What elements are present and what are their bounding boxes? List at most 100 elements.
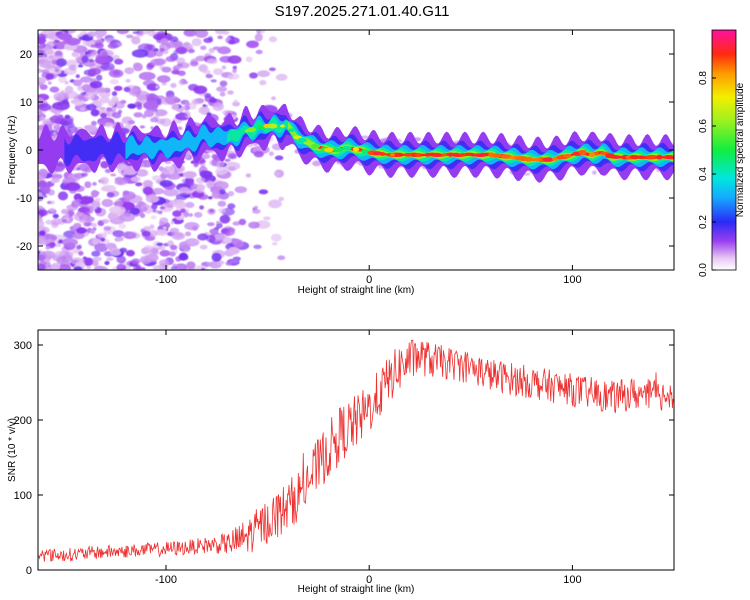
spectrogram-noise-cell — [75, 74, 80, 79]
spectrogram-noise-cell — [47, 81, 52, 85]
spectrogram-noise-cell — [161, 66, 172, 73]
spectrogram-ridge-peak — [361, 149, 369, 154]
spectrogram-noise-cell — [170, 221, 175, 225]
spectrogram-noise-cell — [121, 118, 128, 124]
spectrogram-noise-cell — [94, 42, 104, 49]
spectrogram-noise-cell — [171, 231, 185, 241]
spectrogram-noise-cell — [76, 167, 81, 171]
spectrogram-noise-cell — [219, 214, 231, 224]
spectrogram-noise-cell — [154, 109, 168, 117]
spectrogram-noise-cell — [273, 171, 281, 177]
spectrogram-noise-cell — [120, 99, 127, 104]
spectrogram-noise-cell — [57, 264, 72, 270]
spectrogram-noise-cell — [152, 265, 164, 270]
spectrogram-noise-cell — [161, 81, 167, 86]
spectrogram-noise-cell — [152, 187, 165, 195]
spectrogram-ridge-peak — [636, 155, 647, 159]
spectrogram-noise-cell — [56, 160, 64, 167]
spectrogram-noise-cell — [268, 36, 277, 43]
spectrogram-noise-cell — [215, 167, 229, 175]
spectrogram-noise-cell — [184, 231, 192, 237]
spectrogram-ridge-peak — [524, 156, 534, 162]
spectrogram-noise-cell — [124, 193, 134, 201]
spectrogram-noise-cell — [233, 99, 238, 105]
spectrogram-noise-cell — [176, 57, 186, 64]
spectrogram-noise-cell — [158, 259, 169, 267]
spectrogram-halo-cell — [592, 170, 597, 175]
spectrogram-noise-cell — [217, 200, 227, 207]
spectrogram-noise-cell — [112, 230, 125, 238]
spectrogram-ridge-peak — [379, 152, 386, 156]
spectrogram-noise-cell — [258, 34, 263, 38]
colorbar-tick-label: 0.6 — [698, 119, 709, 133]
spectrogram-noise-cell — [171, 69, 181, 75]
spectrogram-noise-cell — [232, 221, 241, 226]
spectrogram-noise-cell — [139, 267, 146, 270]
spectrogram-noise-cell — [196, 188, 205, 193]
spectrogram-noise-cell — [162, 169, 170, 175]
spectrogram-noise-cell — [210, 79, 217, 83]
spectrogram-halo-cell — [360, 135, 369, 139]
spectrogram-noise-cell — [92, 256, 102, 262]
spectrogram-noise-cell — [194, 211, 203, 218]
spectrogram-noise-cell — [94, 243, 109, 253]
spectrogram-noise-cell — [118, 223, 127, 229]
snr-x-tick-label: 0 — [366, 574, 372, 586]
spectrogram-noise-cell — [105, 242, 117, 250]
spectrogram-noise-cell — [93, 100, 105, 106]
spectrogram-noise-cell — [209, 209, 215, 213]
spectrogram-noise-cell — [228, 166, 236, 172]
spectrogram-noise-cell — [58, 75, 67, 83]
spectrogram-noise-cell — [64, 213, 69, 218]
spectrogram-noise-cell — [151, 203, 158, 210]
spectrogram-noise-cell — [159, 250, 171, 257]
spectrogram-noise-cell — [72, 79, 83, 87]
snr-y-tick-label: 0 — [26, 565, 32, 577]
spectrogram-noise-cell — [95, 39, 104, 44]
spectrogram-x-tick-label: -100 — [155, 274, 177, 286]
spectrogram-noise-cell — [100, 237, 106, 242]
spectrogram-noise-cell — [227, 191, 235, 197]
spectrogram-noise-cell — [154, 210, 160, 214]
spectrogram-noise-cell — [141, 230, 151, 237]
spectrogram-noise-cell — [84, 125, 91, 130]
spectrogram-noise-cell — [80, 107, 85, 111]
spectrogram-noise-cell — [131, 36, 141, 45]
spectrogram-noise-cell — [227, 90, 234, 95]
spectrogram-noise-cell — [275, 73, 288, 81]
spectrogram-noise-cell — [38, 172, 46, 180]
spectrogram-noise-cell — [145, 194, 159, 203]
spectrogram-noise-cell — [254, 205, 258, 210]
spectrogram-ridge-peak — [441, 153, 448, 157]
spectrogram-noise-cell — [198, 106, 210, 115]
spectrogram-noise-cell — [38, 220, 45, 228]
spectrogram-noise-cell — [146, 94, 159, 102]
spectrogram-noise-cell — [61, 238, 78, 247]
spectrogram-noise-cell — [217, 35, 223, 40]
spectrogram-noise-cell — [248, 221, 260, 229]
spectrogram-noise-cell — [57, 191, 69, 201]
spectrogram-noise-cell — [217, 46, 231, 55]
snr-series-line — [38, 339, 674, 562]
spectrogram-noise-cell — [38, 77, 46, 86]
spectrogram-x-ticks: -100 0 100 — [155, 30, 582, 286]
spectrogram-noise-cell — [136, 32, 144, 37]
spectrogram-noise-cell — [75, 198, 82, 203]
spectrogram-noise-cell — [57, 33, 73, 41]
spectrogram-noise-cell — [94, 197, 101, 202]
spectrogram-noise-cell — [195, 55, 206, 62]
snr-x-tick-label: 100 — [563, 574, 581, 586]
spectrogram-noise-cell — [81, 83, 92, 92]
spectrogram-noise-cell — [88, 68, 101, 75]
spectrogram-noise-cell — [48, 207, 56, 213]
spectrogram-noise-cell — [175, 46, 188, 55]
spectrogram-noise-cell — [258, 189, 269, 195]
spectrogram-noise-cell — [38, 209, 48, 217]
spectrogram-ridge-peak — [563, 153, 572, 158]
spectrogram-noise-cell — [227, 153, 238, 160]
spectrogram-noise-cell — [41, 69, 50, 75]
spectrogram-noise-cell — [179, 192, 188, 198]
spectrogram-noise-cell — [271, 242, 278, 246]
spectrogram-noise-cell — [87, 31, 97, 38]
